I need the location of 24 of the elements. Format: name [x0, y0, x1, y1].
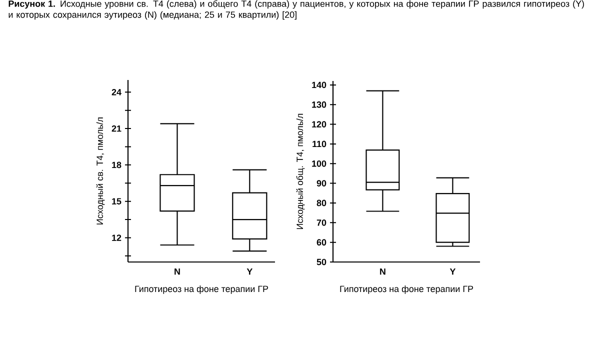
y-tick-label: 70 [316, 219, 326, 226]
y-tick-label: 90 [316, 180, 326, 186]
y-tick-label: 50 [316, 258, 326, 266]
y-tick-label: 12 [112, 234, 122, 241]
x-tick-label: Y [246, 268, 253, 275]
y-tick-label: 110 [312, 140, 326, 148]
x-axis-title: Гипотиреоз на фоне терапии ГР [340, 286, 474, 294]
x-tick-label: N [380, 268, 386, 275]
y-axis-title: Исходный общ. T4, пмоль/л [296, 114, 305, 229]
y-tick-label: 15 [112, 198, 122, 204]
y-axis-title: Исходный св. T4, пмоль/л [96, 118, 105, 224]
y-tick-label: 60 [316, 239, 326, 246]
y-tick-label: 18 [112, 162, 122, 168]
x-tick-label: N [174, 268, 180, 275]
y-tick-label: 120 [312, 121, 326, 128]
y-tick-label: 80 [316, 200, 326, 206]
text: Рисунок 1. Исходные уровни св. T4 (слева) и общего T4 (справа) у пациентов, у которых на фоне терапии ГР развился гипотиреоз (Y) и которых сохранился эутиреоз (N) (медиана; 25 и 75 квартили) [20] [8, 0, 584, 20]
y-tick-label: 100 [312, 160, 326, 167]
x-axis-title: Гипотиреоз на фоне терапии ГР [135, 286, 268, 294]
y-tick-label: 24 [112, 88, 122, 96]
y-tick-label: 130 [312, 101, 326, 108]
x-tick-label: Y [450, 268, 456, 275]
y-tick-label: 140 [312, 82, 326, 88]
y-tick-label: 21 [112, 125, 122, 132]
